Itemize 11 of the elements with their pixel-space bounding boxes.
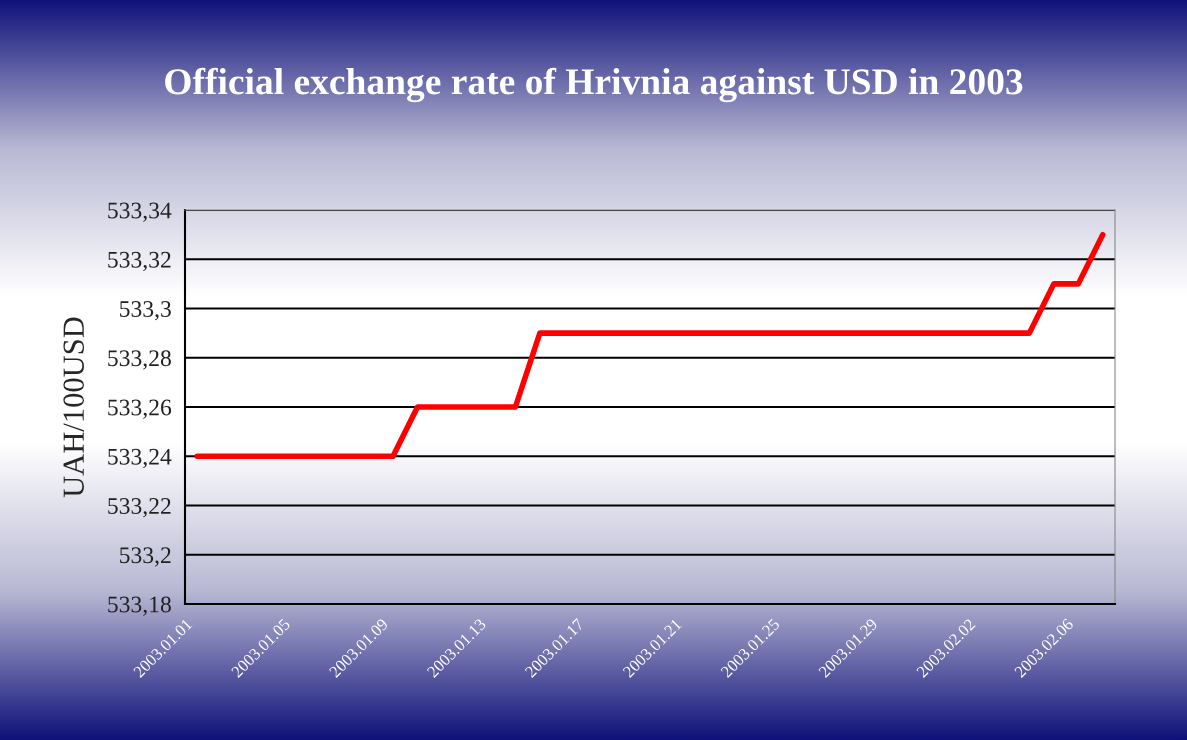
chart-title: Official exchange rate of Hrivnia against USD in 2003 bbox=[165, 67, 1023, 103]
y-tick-label: 533,34 bbox=[108, 202, 172, 222]
y-tick-label: 533,24 bbox=[108, 448, 172, 469]
y-tick-label: 533,2 bbox=[120, 547, 171, 567]
y-axis-title: UAH/100USD bbox=[63, 317, 84, 498]
y-tick-label: 533,28 bbox=[108, 350, 171, 370]
y-tick-label: 533,18 bbox=[108, 596, 171, 616]
y-tick-label: 533,32 bbox=[108, 251, 171, 272]
y-tick-label: 533,22 bbox=[108, 498, 171, 518]
y-tick-label: 533,3 bbox=[120, 301, 171, 321]
y-tick-label: 533,26 bbox=[108, 399, 172, 419]
